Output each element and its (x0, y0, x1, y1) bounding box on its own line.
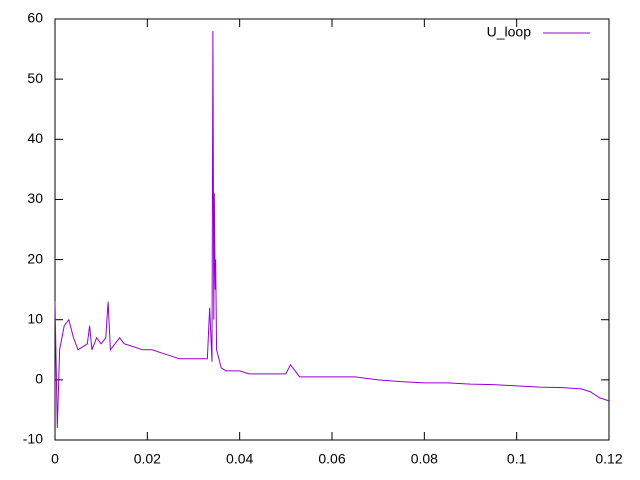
x-tick-label: 0.08 (411, 451, 438, 467)
y-tick-label: 0 (35, 371, 43, 387)
x-tick-label: 0.04 (226, 451, 253, 467)
x-tick-label: 0.12 (595, 451, 622, 467)
x-tick-label: 0 (51, 451, 59, 467)
y-tick-label: 40 (27, 130, 43, 146)
x-tick-label: 0.1 (507, 451, 527, 467)
y-tick-label: 50 (27, 70, 43, 86)
x-tick-label: 0.02 (134, 451, 161, 467)
x-tick-label: 0.06 (318, 451, 345, 467)
y-tick-label: 30 (27, 190, 43, 206)
y-tick-label: 60 (27, 10, 43, 26)
y-tick-label: 10 (27, 310, 43, 326)
y-tick-label: -10 (23, 431, 43, 447)
y-tick-label: 20 (27, 250, 43, 266)
legend-label: U_loop (487, 24, 532, 40)
data-line (54, 31, 610, 428)
